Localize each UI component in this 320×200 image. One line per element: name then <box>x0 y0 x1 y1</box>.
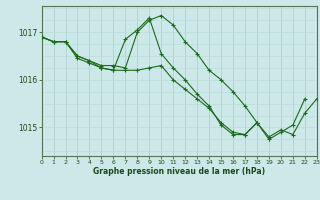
X-axis label: Graphe pression niveau de la mer (hPa): Graphe pression niveau de la mer (hPa) <box>93 167 265 176</box>
